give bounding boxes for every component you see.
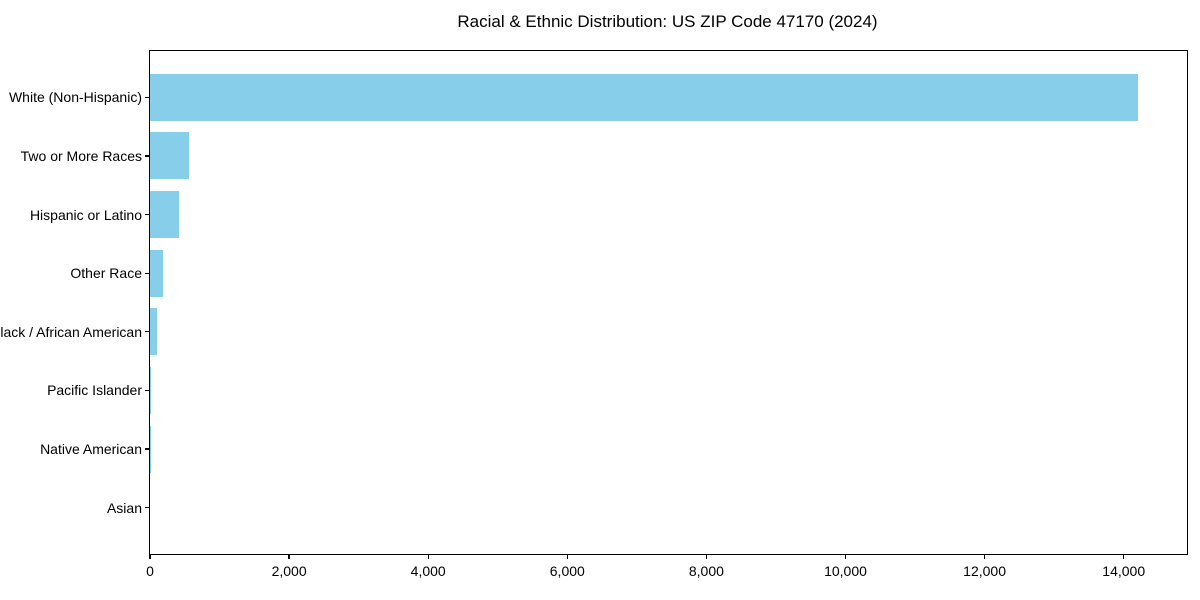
y-axis-tick: [144, 272, 149, 274]
bar-black-african-american: [150, 308, 157, 356]
x-axis-tick: [983, 555, 986, 560]
x-axis-tick: [288, 555, 290, 560]
y-axis-label: Pacific Islander: [47, 382, 142, 399]
x-axis-tick-label: 12,000: [963, 563, 1007, 579]
y-axis-label: Hispanic or Latino: [29, 206, 142, 223]
y-axis-label: White (Non-Hispanic): [8, 89, 142, 106]
y-axis-tick: [144, 507, 149, 509]
x-axis-tick-label: 6,000: [549, 563, 585, 579]
bar-white-non-hispanic: [150, 73, 1138, 121]
x-axis-tick: [705, 555, 708, 560]
y-axis-tick: [144, 155, 149, 157]
x-axis-tick: [566, 555, 568, 560]
x-axis-tick: [149, 555, 151, 560]
y-axis-label: Black / African American: [0, 323, 142, 340]
y-axis-tick: [144, 389, 149, 392]
y-axis-label: Two or More Races: [20, 147, 142, 164]
y-axis-label: Asian: [106, 499, 142, 516]
bar-pacific-islander: [150, 366, 152, 414]
x-axis-tick-label: 10,000: [824, 563, 867, 579]
x-axis-tick-label: 14,000: [1102, 563, 1146, 579]
bar-hispanic-or-latino: [150, 191, 179, 238]
y-axis-label: Native American: [40, 441, 142, 458]
bar-two-or-more-races: [150, 132, 189, 180]
y-axis-tick: [144, 448, 149, 450]
x-axis-tick: [844, 555, 847, 560]
chart-title: Racial & Ethnic Distribution: US ZIP Cod…: [457, 12, 878, 31]
y-axis-tick: [144, 331, 149, 333]
y-axis-tick: [144, 213, 149, 216]
x-axis-tick-label: 4,000: [410, 563, 446, 579]
y-axis-tick: [144, 96, 149, 98]
y-axis-label: Other Race: [70, 265, 142, 282]
x-axis-tick-label: 0: [146, 563, 154, 579]
bar-other-race: [150, 249, 163, 297]
x-axis-tick: [1123, 555, 1125, 560]
x-axis-tick-label: 2,000: [271, 563, 307, 579]
x-axis-tick-label: 8,000: [688, 563, 724, 579]
plot-area: White (Non-Hispanic) Two or More Races His…: [0, 50, 1188, 579]
x-axis-tick: [427, 555, 429, 560]
